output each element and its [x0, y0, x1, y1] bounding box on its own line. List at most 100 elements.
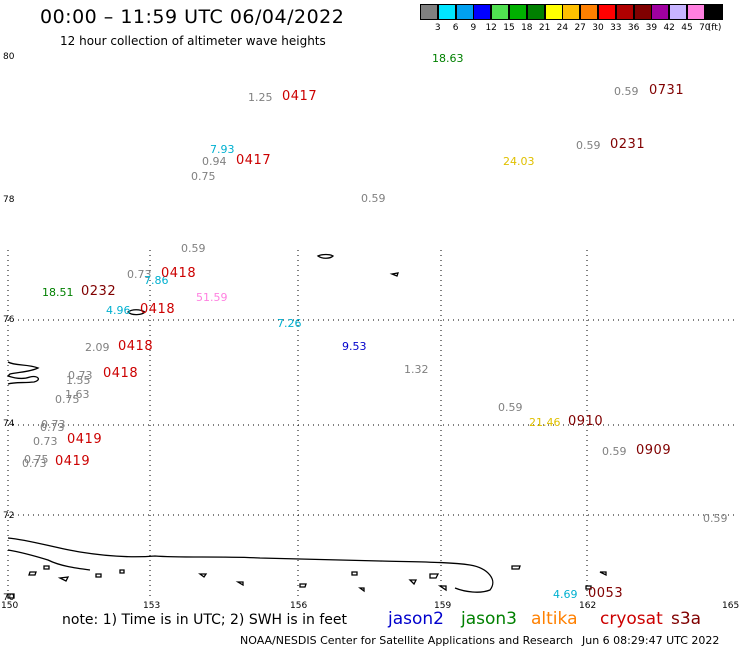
wave-height-value: 2.09 [85, 341, 110, 354]
pass-time-label: 0910 [568, 414, 604, 429]
island-outline [429, 573, 440, 579]
wave-height-value: 0.73 [68, 369, 93, 382]
graticule [7, 250, 735, 600]
legend-label: 9 [470, 23, 477, 33]
wave-height-value: 4.69 [553, 588, 578, 601]
wave-height-value: 0.75 [55, 393, 80, 406]
lat-label: 80 [3, 52, 15, 62]
legend-label: 36 [627, 23, 640, 33]
legend-swatch [562, 4, 581, 20]
legend-label: 24 [556, 23, 569, 33]
wave-height-value: 18.51 [42, 286, 74, 299]
lon-label: 159 [434, 601, 452, 611]
island-outline [43, 565, 50, 570]
island-outline [316, 253, 335, 259]
pass-time-label: 0232 [81, 284, 117, 299]
satellite-s3a-label: s3a [671, 609, 702, 629]
wave-height-value: 0.73 [33, 435, 58, 448]
legend-label: 21 [538, 23, 551, 33]
wave-height-value: 21.46 [529, 416, 561, 429]
wave-height-value: 0.73 [127, 268, 152, 281]
wave-height-value: 9.53 [342, 340, 367, 353]
wave-height-value: 0.73 [41, 418, 66, 431]
island-outline [511, 565, 521, 570]
legend-swatch [491, 4, 510, 20]
legend-swatch [580, 4, 599, 20]
legend-label: 15 [503, 23, 515, 33]
wave-height-value: 1.63 [65, 388, 90, 401]
legend-swatch [651, 4, 670, 20]
coastlines [6, 253, 607, 599]
island-outline [358, 587, 365, 593]
wave-height-value: 0.59 [498, 401, 523, 414]
wave-height-value: 0.59 [614, 85, 639, 98]
wave-height-value: 51.59 [196, 291, 228, 304]
island-outline [585, 585, 592, 590]
lon-label: 165 [722, 601, 740, 611]
legend-swatch [509, 4, 527, 20]
lat-label: 78 [3, 195, 15, 205]
legend-unit: (ft) [707, 23, 722, 33]
pass-time-label: 0231 [610, 137, 646, 152]
pass-time-label: 0419 [67, 432, 103, 447]
island-outline [389, 272, 399, 277]
legend-swatch [420, 4, 438, 20]
pass-time-label: 0418 [140, 302, 176, 317]
island-outline [127, 309, 147, 316]
lat-label: 72 [3, 511, 15, 521]
wave-height-value: 24.03 [503, 155, 535, 168]
satellite-altika-label: altika [531, 609, 578, 629]
legend-swatch [598, 4, 616, 20]
legend-swatch [704, 4, 723, 20]
wave-height-value: 0.59 [361, 192, 386, 205]
generated-timestamp: Jun 6 08:29:47 UTC 2022 [582, 634, 720, 647]
wave-height-value: 0.75 [191, 170, 216, 183]
island-outline [198, 573, 208, 578]
legend-swatch [687, 4, 705, 20]
lat-label: 70 [3, 593, 15, 603]
lat-label: 74 [3, 419, 15, 429]
wave-height-value: 4.96 [106, 304, 131, 317]
pass-time-label: 0417 [282, 89, 318, 104]
pass-time-label: 0418 [103, 366, 139, 381]
legend-label: 33 [610, 23, 622, 33]
wave-height-value: 0.59 [703, 512, 728, 525]
island-outline [57, 576, 70, 582]
island-outline [28, 571, 37, 576]
wave-height-value: 0.73 [22, 457, 47, 470]
coastline-mainland [7, 537, 494, 593]
legend-swatch [455, 4, 474, 20]
pass-time-label: 0909 [636, 443, 672, 458]
lon-label: 156 [290, 601, 308, 611]
legend-swatch [633, 4, 652, 20]
wave-height-value: 0.94 [202, 155, 227, 168]
legend-label: 18 [521, 23, 533, 33]
wave-height-value: 0.73 [40, 421, 65, 434]
legend-swatch [615, 4, 634, 20]
wave-height-value: 18.63 [432, 52, 464, 65]
wave-height-value: 7.86 [144, 274, 169, 287]
pass-time-label: 0418 [118, 339, 154, 354]
pass-time-label: 0053 [588, 586, 624, 601]
wave-height-value: 0.75 [24, 453, 49, 466]
wave-height-value: 1.55 [66, 374, 91, 387]
legend-label: 42 [663, 23, 675, 33]
island-outline [7, 593, 15, 599]
island-outline [599, 571, 607, 577]
wave-height-value: 7.26 [277, 317, 302, 330]
wave-height-value: 7.93 [210, 143, 235, 156]
wave-height-value: 0.59 [576, 139, 601, 152]
legend-label: 45 [681, 23, 693, 33]
satellite-jason2-label: jason2 [388, 609, 444, 629]
legend-label: 6 [452, 23, 459, 33]
island-outline [299, 583, 307, 588]
island-outline [437, 585, 447, 592]
legend-swatch [526, 4, 545, 20]
wave-height-value: 1.32 [404, 363, 429, 376]
legend-label: 39 [645, 23, 658, 33]
lon-label: 153 [143, 601, 161, 611]
island-outline [351, 571, 358, 576]
legend-label: 12 [485, 23, 497, 33]
pass-time-label: 0731 [649, 83, 685, 98]
